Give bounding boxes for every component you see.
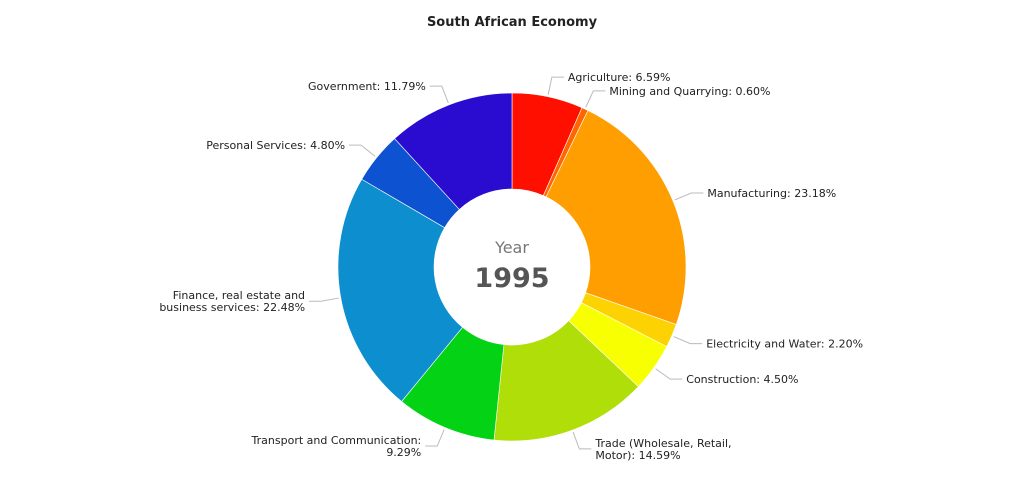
- leader-line-mining-and-quarrying: [585, 90, 606, 108]
- slices-group: [337, 92, 687, 442]
- leader-line-manufacturing: [674, 192, 704, 201]
- slice-government[interactable]: [394, 92, 513, 210]
- slice-label-construction: Construction: 4.50%: [686, 373, 798, 386]
- leader-line-personal-services: [349, 144, 376, 157]
- leader-line-electricity-and-water: [673, 336, 703, 345]
- slice-labels-group: Agriculture: 6.59%Mining and Quarrying: …: [159, 71, 863, 462]
- leader-line-finance-real-estate-and-business-services: [309, 297, 339, 302]
- slice-trade-wholesale-retail-motor[interactable]: [493, 320, 639, 442]
- center-value: 1995: [474, 263, 549, 294]
- slice-label-agriculture: Agriculture: 6.59%: [568, 71, 671, 84]
- leader-line-construction: [655, 368, 683, 380]
- leader-lines-group: [309, 76, 704, 450]
- slice-label-finance-real-estate-and-business-services: Finance, real estate and business service…: [159, 289, 305, 314]
- slice-label-government: Government: 11.79%: [308, 80, 426, 93]
- leader-line-trade-wholesale-retail-motor: [572, 431, 592, 450]
- slice-manufacturing[interactable]: [545, 110, 687, 325]
- slice-label-transport-and-communication: Transport and Communication: 9.29%: [251, 434, 422, 459]
- slice-label-manufacturing: Manufacturing: 23.18%: [707, 187, 836, 200]
- slice-label-personal-services: Personal Services: 4.80%: [206, 139, 345, 152]
- slice-label-trade-wholesale-retail-motor: Trade (Wholesale, Retail, Motor): 14.59%: [594, 437, 731, 462]
- leader-line-agriculture: [547, 76, 564, 95]
- leader-line-transport-and-communication: [425, 429, 445, 447]
- slice-finance-real-estate-and-business-services[interactable]: [337, 178, 463, 402]
- leader-line-government: [429, 85, 449, 104]
- chart-title: South African Economy: [427, 15, 598, 30]
- center-label: Year: [494, 238, 529, 257]
- slice-label-mining-and-quarrying: Mining and Quarrying: 0.60%: [609, 85, 770, 98]
- slice-label-electricity-and-water: Electricity and Water: 2.20%: [706, 338, 863, 351]
